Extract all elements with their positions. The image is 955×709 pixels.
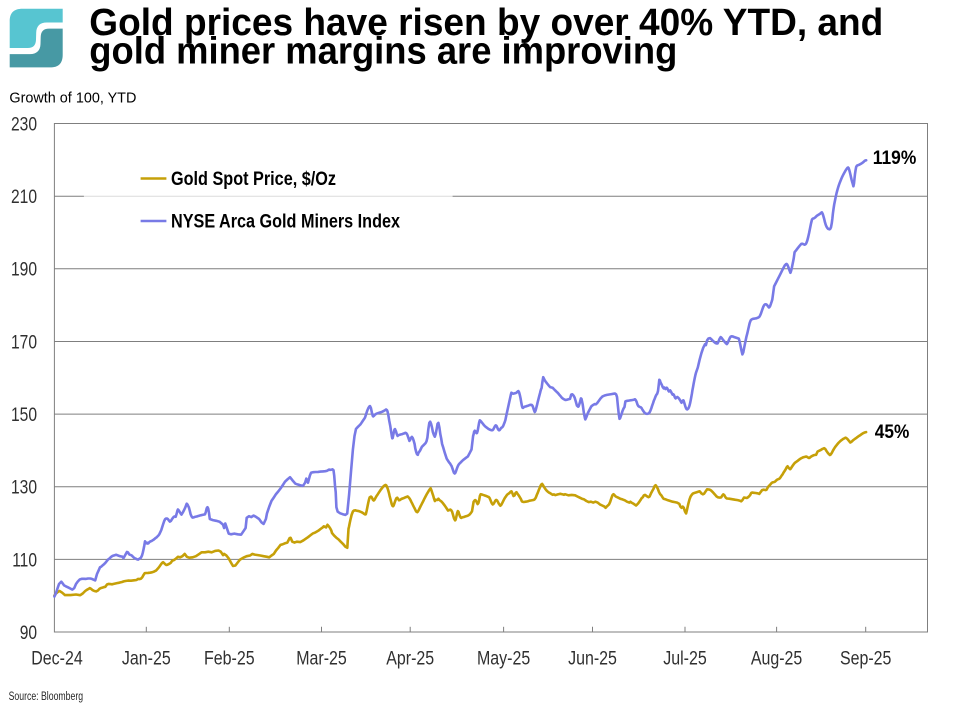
svg-text:Feb-25: Feb-25: [204, 648, 255, 670]
svg-text:Dec-24: Dec-24: [31, 648, 82, 670]
svg-text:90: 90: [20, 622, 37, 644]
svg-text:Jul-25: Jul-25: [663, 648, 707, 670]
svg-text:170: 170: [11, 331, 37, 353]
svg-text:119%: 119%: [873, 148, 917, 169]
svg-text:150: 150: [11, 404, 37, 426]
svg-text:Gold prices have risen by over: Gold prices have risen by over 40% YTD, …: [89, 2, 883, 44]
svg-text:Sep-25: Sep-25: [840, 648, 891, 670]
svg-text:110: 110: [12, 549, 37, 571]
svg-text:Apr-25: Apr-25: [386, 648, 434, 670]
svg-text:Mar-25: Mar-25: [296, 648, 347, 670]
svg-text:Gold Spot Price, $/Oz: Gold Spot Price, $/Oz: [171, 169, 336, 190]
svg-text:45%: 45%: [875, 422, 910, 443]
svg-text:190: 190: [11, 259, 37, 281]
svg-text:Jun-25: Jun-25: [568, 648, 617, 670]
svg-text:210: 210: [11, 186, 37, 208]
svg-text:130: 130: [11, 477, 37, 499]
svg-text:gold miner margins are improvi: gold miner margins are improving: [89, 31, 677, 73]
svg-text:Growth of 100, YTD: Growth of 100, YTD: [9, 89, 136, 106]
svg-text:Source: Bloomberg: Source: Bloomberg: [9, 691, 84, 703]
svg-text:Aug-25: Aug-25: [751, 648, 802, 670]
svg-text:NYSE Arca Gold Miners Index: NYSE Arca Gold Miners Index: [171, 212, 400, 233]
svg-text:230: 230: [11, 113, 37, 135]
svg-text:May-25: May-25: [477, 648, 530, 670]
svg-text:Jan-25: Jan-25: [122, 648, 171, 670]
